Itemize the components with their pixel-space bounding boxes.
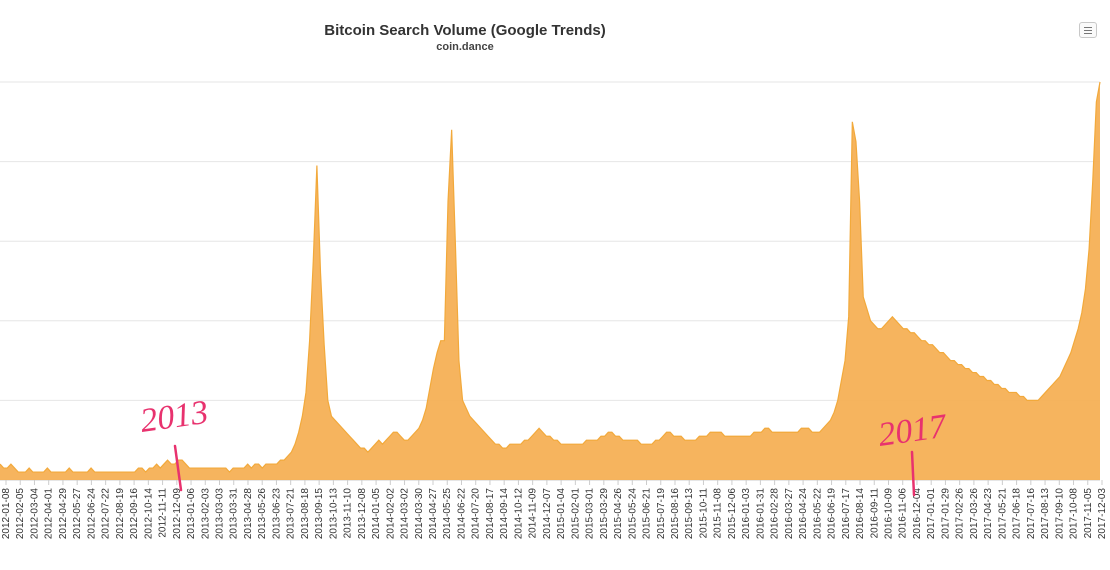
x-tick-label: 2012-03-04 [29, 488, 40, 540]
x-tick-label: 2013-08-18 [300, 488, 311, 540]
series-area [0, 82, 1100, 480]
x-tick-label: 2013-04-28 [243, 488, 254, 540]
x-tick-label: 2014-03-02 [400, 488, 411, 540]
hamburger-menu-icon[interactable] [1079, 22, 1097, 38]
annotations: 2013 2017 [138, 394, 950, 497]
x-tick-label: 2015-11-08 [713, 488, 724, 539]
x-tick-label: 2013-11-10 [343, 488, 354, 539]
x-tick-label: 2016-03-27 [784, 488, 795, 540]
x-tick-label: 2017-06-18 [1012, 488, 1023, 540]
x-tick-label: 2014-08-17 [485, 488, 496, 540]
x-tick-label: 2017-03-26 [969, 488, 980, 540]
x-tick-label: 2015-04-26 [613, 488, 624, 540]
x-tick-label: 2015-01-04 [556, 488, 567, 540]
x-tick-label: 2012-04-01 [44, 488, 55, 540]
x-tick-label: 2017-01-01 [926, 488, 937, 540]
x-tick-label: 2014-03-30 [414, 488, 425, 540]
x-tick-label: 2012-07-22 [101, 488, 112, 540]
x-tick-label: 2015-05-24 [627, 488, 638, 540]
x-tick-label: 2014-05-25 [442, 488, 453, 540]
x-tick-label: 2016-01-03 [741, 488, 752, 540]
x-tick-label: 2013-06-23 [271, 488, 282, 540]
x-tick-label: 2012-05-27 [72, 488, 83, 540]
x-tick-label: 2013-03-31 [229, 488, 240, 540]
x-tick-label: 2012-11-11 [158, 488, 169, 538]
x-tick-label: 2015-02-01 [570, 488, 581, 540]
series-layer [0, 81, 1101, 480]
x-tick-label: 2015-06-21 [642, 488, 653, 540]
x-tick-label: 2012-06-24 [86, 488, 97, 540]
x-tick-label: 2014-01-05 [371, 488, 382, 540]
annotation-marker-line [173, 444, 183, 492]
x-tick-label: 2013-10-13 [328, 488, 339, 540]
x-tick-label: 2017-05-21 [997, 488, 1008, 540]
chart-title: Bitcoin Search Volume (Google Trends) [324, 22, 606, 39]
x-tick-label: 2016-06-19 [827, 488, 838, 540]
x-tick-label: 2014-09-14 [499, 488, 510, 540]
x-tick-label: 2013-05-26 [257, 488, 268, 540]
x-tick-label: 2012-04-29 [58, 488, 69, 540]
chart-subtitle: coin.dance [436, 41, 494, 53]
x-tick-label: 2016-12-04 [912, 488, 923, 540]
x-tick-label: 2014-02-02 [385, 488, 396, 540]
x-axis: 2012-01-08 2012-02-05 2012-03-04 2012-04-01… [1, 480, 1108, 539]
x-tick-label: 2013-01-06 [186, 488, 197, 540]
series-line [0, 81, 1101, 473]
x-tick-label: 2017-02-26 [955, 488, 966, 540]
x-tick-label: 2014-12-07 [542, 488, 553, 540]
x-tick-label: 2013-09-15 [314, 488, 325, 540]
x-tick-label: 2016-04-24 [798, 488, 809, 540]
x-tick-label: 2012-10-14 [143, 488, 154, 540]
x-tick-label: 2015-10-11 [698, 488, 709, 539]
x-tick-label: 2012-12-09 [172, 488, 183, 540]
x-tick-label: 2016-05-22 [812, 488, 823, 540]
x-tick-label: 2017-04-23 [983, 488, 994, 540]
x-tick-label: 2014-06-22 [456, 488, 467, 540]
x-tick-label: 2017-12-03 [1097, 488, 1108, 540]
x-tick-label: 2015-03-29 [599, 488, 610, 540]
x-tick-label: 2016-08-14 [855, 488, 866, 540]
x-tick-label: 2017-08-13 [1040, 488, 1051, 540]
x-tick-label: 2013-12-08 [357, 488, 368, 540]
x-tick-label: 2012-01-08 [1, 488, 12, 540]
x-tick-label: 2015-07-19 [656, 488, 667, 540]
x-tick-label: 2015-12-06 [727, 488, 738, 540]
x-tick-label: 2016-07-17 [841, 488, 852, 540]
x-tick-label: 2017-07-16 [1026, 488, 1037, 540]
x-tick-label: 2017-09-10 [1054, 488, 1065, 540]
x-tick-label: 2014-11-09 [528, 488, 539, 539]
x-tick-label: 2016-11-06 [898, 488, 909, 539]
x-tick-label: 2014-10-12 [513, 488, 524, 540]
x-tick-label: 2016-10-09 [883, 488, 894, 540]
x-tick-label: 2015-09-13 [684, 488, 695, 540]
x-tick-label: 2013-02-03 [200, 488, 211, 540]
x-tick-label: 2014-07-20 [471, 488, 482, 540]
x-tick-label: 2017-10-08 [1069, 488, 1080, 540]
x-tick-label: 2015-03-01 [585, 488, 596, 540]
x-tick-label: 2012-08-19 [115, 488, 126, 540]
x-tick-label: 2015-08-16 [670, 488, 681, 540]
x-tick-label: 2016-01-31 [755, 488, 766, 540]
x-tick-label: 2017-11-05 [1083, 488, 1094, 539]
x-tick-label: 2014-04-27 [428, 488, 439, 540]
x-tick-label: 2012-02-05 [15, 488, 26, 540]
x-tick-label: 2012-09-16 [129, 488, 140, 540]
x-tick-label: 2013-03-03 [215, 488, 226, 540]
x-tick-label: 2016-02-28 [770, 488, 781, 540]
x-tick-label: 2013-07-21 [286, 488, 297, 540]
x-tick-label: 2016-09-11 [869, 488, 880, 539]
annotation-marker-line [910, 450, 916, 497]
x-tick-label: 2017-01-29 [940, 488, 951, 540]
